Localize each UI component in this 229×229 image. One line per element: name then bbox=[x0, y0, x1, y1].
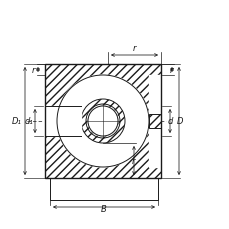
Text: D₁: D₁ bbox=[12, 117, 22, 126]
Bar bbox=[44, 106, 81, 136]
Bar bbox=[50, 178, 157, 200]
Text: r: r bbox=[31, 66, 35, 75]
Wedge shape bbox=[81, 100, 124, 143]
Text: B: B bbox=[101, 204, 106, 213]
Bar bbox=[148, 76, 160, 114]
Text: r: r bbox=[131, 156, 135, 165]
Bar bbox=[45, 65, 160, 178]
Text: d₁: d₁ bbox=[24, 117, 33, 126]
Circle shape bbox=[57, 76, 148, 167]
Text: r: r bbox=[169, 66, 173, 75]
Bar bbox=[148, 114, 160, 128]
Bar bbox=[45, 65, 160, 178]
Text: r: r bbox=[132, 44, 136, 53]
Text: d: d bbox=[167, 117, 173, 126]
Circle shape bbox=[88, 106, 117, 136]
Bar bbox=[148, 128, 160, 167]
Text: D: D bbox=[176, 117, 183, 126]
